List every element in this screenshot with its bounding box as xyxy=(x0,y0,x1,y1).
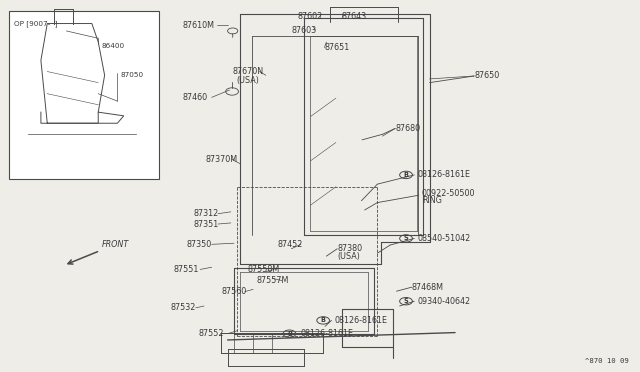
Text: FRONT: FRONT xyxy=(102,240,129,249)
Text: (USA): (USA) xyxy=(337,252,360,262)
Text: 86400: 86400 xyxy=(101,43,125,49)
Text: 87460: 87460 xyxy=(183,93,208,102)
Text: B: B xyxy=(287,331,292,337)
Text: 08126-8161E: 08126-8161E xyxy=(335,316,388,325)
Text: ^870 10 09: ^870 10 09 xyxy=(586,358,629,364)
Text: B: B xyxy=(321,317,326,323)
Text: 87532: 87532 xyxy=(170,303,196,312)
Text: 09340-40642: 09340-40642 xyxy=(417,297,470,306)
Text: 87370M: 87370M xyxy=(205,155,237,164)
Text: 08126-8161E: 08126-8161E xyxy=(417,170,470,179)
Text: 87551: 87551 xyxy=(173,265,199,274)
Text: 87380: 87380 xyxy=(337,244,362,253)
Text: (USA): (USA) xyxy=(236,76,259,85)
Text: 87050: 87050 xyxy=(120,72,143,78)
Text: 87680: 87680 xyxy=(395,124,420,133)
Text: 00922-50500: 00922-50500 xyxy=(422,189,476,198)
Text: S: S xyxy=(404,298,408,304)
Text: B: B xyxy=(404,172,408,178)
Text: 87552: 87552 xyxy=(199,329,225,338)
Text: RING: RING xyxy=(422,196,442,205)
Text: 87452: 87452 xyxy=(277,240,303,249)
Text: 87312: 87312 xyxy=(194,209,219,218)
Text: 87603: 87603 xyxy=(291,26,316,35)
Text: 87351: 87351 xyxy=(194,219,219,228)
Text: 87602: 87602 xyxy=(298,12,323,22)
Text: 87651: 87651 xyxy=(324,43,349,52)
Text: 87560: 87560 xyxy=(221,287,246,296)
Text: 87643: 87643 xyxy=(342,12,367,22)
Text: S: S xyxy=(404,235,408,241)
Text: 08540-51042: 08540-51042 xyxy=(417,234,471,243)
Text: 87610M: 87610M xyxy=(183,21,215,30)
Text: 87558M: 87558M xyxy=(248,265,280,274)
Text: 87650: 87650 xyxy=(474,71,499,80)
Text: 08126-8161E: 08126-8161E xyxy=(301,329,354,338)
Bar xyxy=(9,11,159,179)
Text: 87350: 87350 xyxy=(186,240,211,249)
Text: OP [9007-  ]: OP [9007- ] xyxy=(14,20,58,27)
Text: 87557M: 87557M xyxy=(256,276,289,285)
Text: 87468M: 87468M xyxy=(412,283,444,292)
Text: 87670N: 87670N xyxy=(233,67,264,76)
